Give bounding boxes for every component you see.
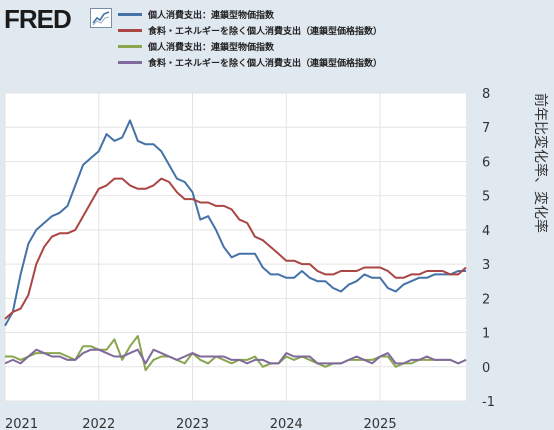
legend-label: 食料・エネルギーを除く個人消費支出（連鎖型価格指数） [148,58,383,69]
y-tick-label: 1 [482,327,490,342]
y-axis-ticks: -1 0 1 2 3 4 5 6 7 8 [482,87,495,410]
y-tick-label: 2 [482,292,490,307]
x-axis-ticks: 2021 2022 2023 2024 2025 [5,417,397,430]
y-tick-label: 8 [482,87,490,102]
legend-swatch [118,12,142,16]
legend-label: 個人消費支出：連鎖型物価指数 [148,42,275,53]
x-tick-label: 2025 [364,417,397,430]
chart-line-icon [90,8,112,28]
legend-item-1[interactable]: 個人消費支出：連鎖型物価指数 [118,6,382,22]
plot-area [5,93,466,401]
legend-swatch [118,28,142,32]
series-line-4[interactable] [4,348,467,365]
legend-swatch [118,60,142,64]
legend-label: 個人消費支出：連鎖型物価指数 [148,10,275,21]
x-tick-label: 2024 [270,417,303,430]
x-tick-label: 2021 [5,417,38,430]
x-tick-label: 2023 [176,417,209,430]
y-tick-label: 4 [482,224,490,239]
chart-legend: 個人消費支出：連鎖型物価指数 食料・エネルギーを除く個人消費支出（連鎖型価格指数）… [118,6,382,70]
series-line-1[interactable] [4,119,466,327]
y-tick-label: 0 [482,361,490,376]
fred-logo[interactable]: FRED [4,4,72,34]
legend-item-4[interactable]: 食料・エネルギーを除く個人消費支出（連鎖型価格指数） [118,54,382,70]
legend-item-2[interactable]: 食料・エネルギーを除く個人消費支出（連鎖型価格指数） [118,22,382,38]
y-tick-label: 3 [482,258,490,273]
series-line-3[interactable] [5,335,467,372]
legend-label: 食料・エネルギーを除く個人消費支出（連鎖型価格指数） [148,26,383,37]
series-line-2[interactable] [4,177,467,320]
legend-item-3[interactable]: 個人消費支出：連鎖型物価指数 [118,38,382,54]
series-lines [4,119,467,372]
legend-swatch [118,44,142,48]
y-tick-label: 7 [482,121,490,136]
grid-lines [4,92,466,402]
y-tick-label: 6 [482,155,490,170]
x-tick-label: 2022 [82,417,115,430]
y-tick-label: -1 [482,395,495,410]
y-tick-label: 5 [482,190,490,205]
y-axis-label: 前年比変化率、変化率 [532,93,549,233]
